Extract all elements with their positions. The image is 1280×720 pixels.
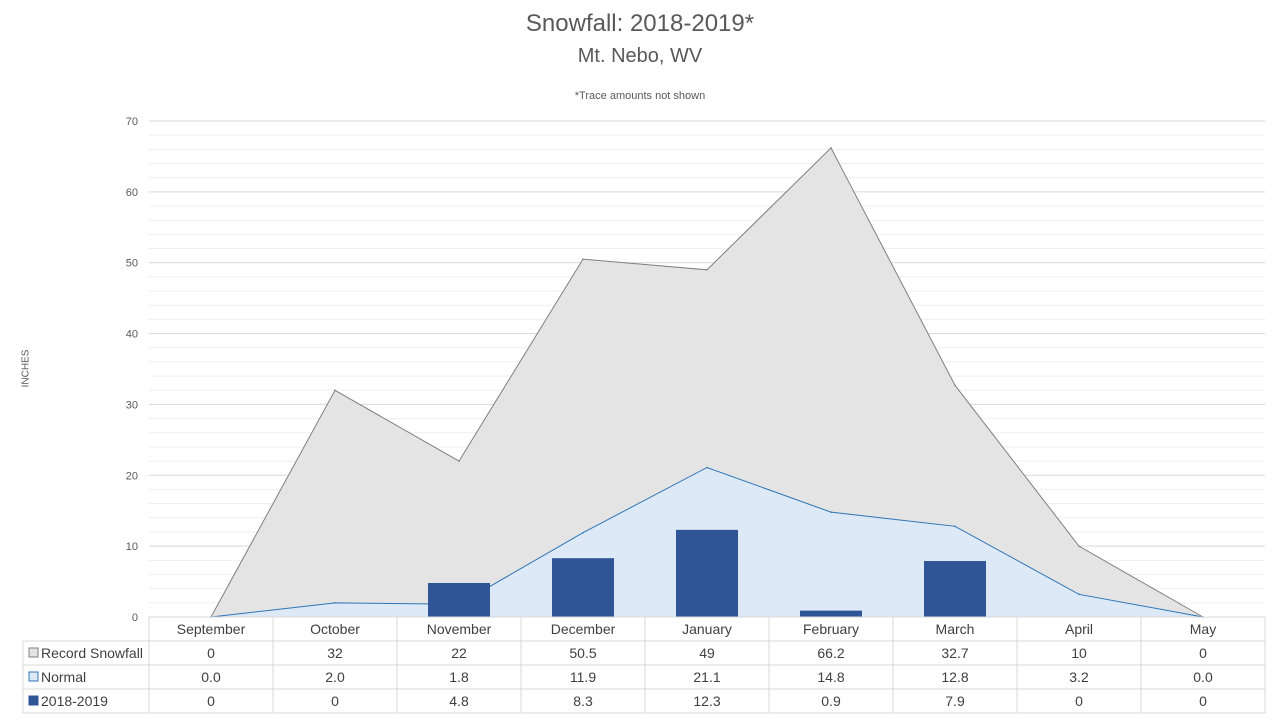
data-label: 0.9 [821, 693, 841, 709]
data-point [334, 389, 336, 392]
data-point [582, 531, 584, 534]
bar [552, 558, 614, 617]
data-label: 66.2 [817, 645, 844, 661]
data-point [334, 602, 336, 604]
bar [676, 529, 738, 617]
data-point [954, 525, 956, 528]
data-label: 0 [207, 645, 215, 661]
chart-note: *Trace amounts not shown [574, 90, 706, 102]
x-category-label: March [936, 621, 975, 637]
data-point [582, 258, 584, 260]
data-label: 49 [699, 645, 715, 661]
y-tick-label: 0 [132, 612, 138, 624]
x-category-label: September [177, 621, 246, 637]
x-category-label: April [1065, 621, 1093, 637]
data-label: 8.3 [573, 693, 593, 709]
x-category-label: October [310, 621, 360, 637]
data-label: 0.0 [1193, 669, 1213, 685]
x-category-label: May [1190, 621, 1216, 637]
data-point [1078, 545, 1080, 547]
data-label: 0 [1075, 693, 1083, 709]
data-label: 7.9 [945, 693, 965, 709]
data-point [458, 460, 460, 462]
data-label: 22 [451, 645, 467, 661]
data-point [954, 384, 956, 387]
data-label: 0 [331, 693, 339, 709]
y-tick-label: 20 [126, 470, 138, 482]
legend-label: Record Snowfall [41, 645, 143, 661]
y-tick-label: 40 [126, 329, 138, 341]
data-label: 12.3 [693, 693, 720, 709]
chart-subtitle: Mt. Nebo, WV [577, 45, 703, 67]
legend-key [28, 647, 39, 658]
data-label: 0 [1199, 645, 1207, 661]
x-category-label: November [427, 621, 492, 637]
legend-label: 2018-2019 [41, 693, 108, 709]
y-tick-label: 60 [126, 187, 138, 199]
area-fill-record [211, 147, 1203, 617]
data-label: 14.8 [817, 669, 844, 685]
data-label: 1.8 [449, 669, 469, 685]
data-label: 21.1 [693, 669, 720, 685]
data-label: 11.9 [570, 669, 596, 685]
data-label: 0 [1199, 693, 1207, 709]
x-category-label: February [803, 621, 859, 637]
data-label: 32 [327, 645, 343, 661]
data-point [830, 511, 832, 513]
data-label: 3.2 [1069, 669, 1089, 685]
data-label: 4.8 [449, 693, 469, 709]
x-category-label: December [551, 621, 616, 637]
bar [924, 561, 986, 617]
x-category-label: January [682, 621, 732, 637]
y-tick-label: 10 [126, 541, 138, 553]
data-label: 2.0 [325, 669, 345, 685]
legend-key [28, 695, 39, 706]
data-point [1078, 593, 1080, 596]
data-label: 50.5 [569, 645, 596, 661]
data-label: 0 [207, 693, 215, 709]
data-point [706, 466, 708, 469]
legend-key [28, 671, 39, 682]
data-label: 10 [1071, 645, 1087, 661]
bar [800, 610, 862, 617]
legend-label: Normal [41, 669, 86, 685]
y-tick-label: 70 [126, 116, 138, 128]
y-tick-label: 30 [126, 399, 138, 411]
y-tick-label: 50 [126, 258, 138, 270]
data-label: 32.7 [941, 645, 968, 661]
data-point [706, 269, 708, 271]
data-point [830, 147, 832, 149]
bar [428, 582, 490, 617]
data-label: 12.8 [941, 669, 968, 685]
data-label: 0.0 [201, 669, 221, 685]
chart-title: Snowfall: 2018-2019* [525, 10, 755, 37]
